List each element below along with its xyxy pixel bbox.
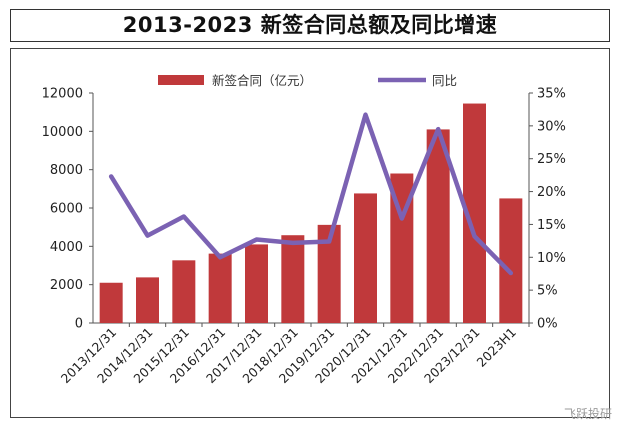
y-left-tick-label: 0: [75, 317, 83, 332]
y-right-tick-label: 25%: [537, 152, 566, 167]
y-left-tick-label: 10000: [42, 125, 83, 140]
plot-box: [10, 48, 610, 418]
bar: [463, 103, 486, 324]
legend-label-bar: 新签合同（亿元）: [212, 73, 312, 88]
line-point: [436, 127, 440, 131]
line-point: [327, 240, 331, 244]
line-point: [146, 234, 149, 238]
line-point: [291, 241, 295, 245]
bar: [317, 224, 341, 323]
y-left-tick-label: 4000: [50, 240, 83, 255]
line-point: [400, 217, 404, 221]
line-point: [473, 234, 476, 238]
y-right-tick-label: 20%: [537, 185, 566, 200]
line-point: [109, 174, 113, 178]
y-left-tick-label: 6000: [50, 202, 83, 217]
bar: [136, 277, 159, 323]
bar: [245, 244, 268, 323]
y-right-tick-label: 10%: [537, 251, 566, 266]
bar: [281, 235, 305, 323]
chart-title: 2013-2023 新签合同总额及同比增速: [10, 9, 610, 42]
y-right-tick-label: 15%: [537, 218, 566, 233]
bar: [499, 198, 523, 323]
x-tick-label: 2023H1: [474, 325, 519, 370]
line-series-yoy: [108, 112, 514, 276]
line-point: [218, 255, 222, 259]
watermark-text: 飞跃投研: [564, 406, 612, 421]
legend-label-line: 同比: [432, 73, 457, 88]
bar: [208, 253, 232, 323]
y-left-tick-label: 2000: [50, 278, 83, 293]
bar: [172, 260, 196, 323]
line-point: [509, 271, 513, 275]
bar: [354, 193, 377, 323]
y-left-tick-label: 12000: [42, 87, 83, 102]
line-point: [182, 215, 186, 219]
bar: [426, 129, 450, 323]
line-point: [255, 238, 258, 242]
line-point: [364, 113, 367, 117]
y-right-tick-label: 0%: [537, 317, 558, 332]
y-left-tick-label: 8000: [50, 163, 83, 178]
bar: [390, 173, 414, 323]
y-right-tick-label: 35%: [537, 87, 566, 102]
y-right-tick-label: 30%: [537, 119, 566, 134]
legend-swatch-bar: [158, 75, 204, 85]
y-right-tick-label: 5%: [537, 284, 558, 299]
bar: [99, 282, 123, 323]
